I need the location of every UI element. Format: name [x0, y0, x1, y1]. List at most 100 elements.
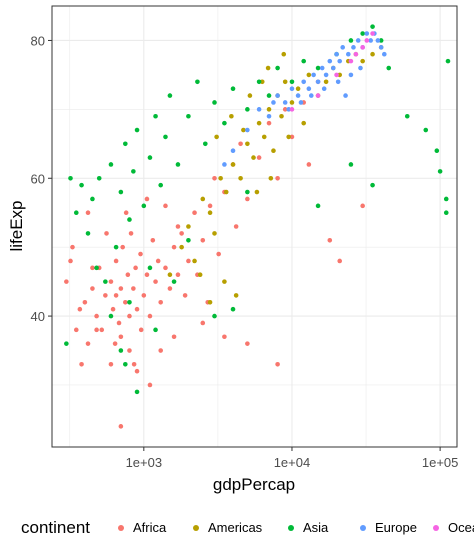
legend-label-oceania: Oceania [448, 520, 474, 535]
data-point-europe [298, 100, 304, 105]
data-point-oceania [364, 38, 370, 43]
legend-label-americas: Americas [208, 520, 263, 535]
data-point-asia [108, 313, 114, 319]
data-point-africa [104, 231, 109, 236]
data-point-americas [289, 100, 295, 105]
data-point-asia [123, 141, 128, 147]
data-point-asia [108, 162, 114, 167]
data-point-americas [247, 93, 253, 98]
data-point-africa [289, 134, 295, 140]
data-point-europe [323, 72, 329, 78]
data-point-asia [85, 231, 91, 236]
data-point-africa [275, 175, 280, 181]
data-point-americas [256, 120, 262, 126]
data-point-asia [134, 389, 140, 395]
data-point-americas [295, 86, 301, 91]
data-point-europe [327, 58, 333, 64]
data-point-europe [348, 72, 354, 78]
legend-title: continent [21, 518, 90, 537]
data-point-europe [334, 51, 339, 57]
data-point-asia [64, 341, 69, 346]
data-point-europe [289, 86, 295, 91]
data-point-europe [319, 65, 325, 71]
data-point-europe [375, 38, 381, 43]
data-point-americas [268, 175, 274, 181]
minor-grid [52, 6, 457, 447]
data-point-europe [346, 51, 351, 57]
data-point-africa [110, 306, 116, 312]
data-point-africa [186, 258, 191, 264]
data-point-americas [254, 189, 260, 195]
data-point-asia [370, 182, 375, 188]
data-point-africa [216, 251, 221, 257]
data-point-americas [222, 279, 227, 284]
data-point-africa [90, 265, 95, 271]
data-point-africa [113, 293, 119, 298]
data-point-africa [158, 348, 163, 353]
data-point-africa [113, 258, 119, 264]
data-point-africa [144, 196, 150, 202]
data-point-africa [163, 265, 168, 271]
data-point-asia [315, 203, 321, 209]
data-point-americas [251, 155, 256, 160]
data-point-americas [230, 162, 236, 167]
data-point-asia [94, 265, 99, 271]
data-point-asia [175, 162, 181, 167]
data-point-europe [282, 100, 288, 105]
data-point-africa [167, 286, 173, 291]
data-point-africa [77, 306, 83, 312]
data-point-asia [315, 65, 321, 71]
data-point-europe [266, 113, 272, 119]
data-point-asia [230, 306, 236, 312]
data-point-europe [358, 65, 363, 71]
data-point-americas [323, 79, 329, 85]
data-point-asia [386, 65, 392, 71]
data-point-africa [171, 244, 177, 250]
data-point-africa [138, 251, 143, 257]
x-axis: 1e+03 1e+04 1e+05 [126, 447, 458, 470]
data-point-asia [147, 155, 153, 160]
data-point-africa [147, 313, 153, 319]
data-point-asia [275, 65, 280, 71]
data-point-asia [118, 189, 124, 195]
data-point-africa [134, 368, 140, 374]
data-point-asia [445, 58, 451, 64]
data-point-asia [127, 217, 132, 222]
data-point-africa [207, 203, 213, 209]
data-point-europe [275, 93, 280, 98]
data-point-asia [230, 86, 236, 91]
data-point-europe [321, 86, 327, 91]
data-point-asia [186, 237, 191, 243]
data-point-europe [330, 65, 336, 71]
data-point-americas [229, 113, 234, 119]
data-point-americas [266, 107, 272, 112]
data-point-africa [108, 362, 114, 367]
data-point-asia [186, 113, 191, 119]
data-point-asia [256, 79, 262, 85]
data-point-africa [153, 279, 158, 284]
data-point-africa [306, 162, 312, 167]
data-point-europe [355, 38, 361, 43]
data-point-africa [212, 175, 217, 181]
legend-label-europe: Europe [375, 520, 417, 535]
data-points [64, 24, 451, 429]
data-point-asia [153, 327, 158, 333]
data-point-asia [378, 38, 384, 43]
data-point-africa [118, 334, 124, 340]
data-point-americas [370, 51, 375, 57]
legend-key-africa [118, 525, 124, 531]
data-point-africa [182, 293, 188, 298]
data-point-americas [238, 175, 243, 181]
data-point-asia [68, 175, 73, 181]
data-point-africa [94, 313, 99, 319]
data-point-africa [118, 286, 124, 291]
data-point-asia [131, 169, 136, 174]
data-point-asia [141, 203, 147, 209]
data-point-africa [175, 224, 181, 229]
data-point-africa [327, 237, 333, 243]
data-point-americas [207, 300, 213, 305]
data-point-europe [343, 93, 348, 98]
y-tick-label: 40 [31, 309, 45, 324]
data-point-africa [144, 272, 150, 278]
